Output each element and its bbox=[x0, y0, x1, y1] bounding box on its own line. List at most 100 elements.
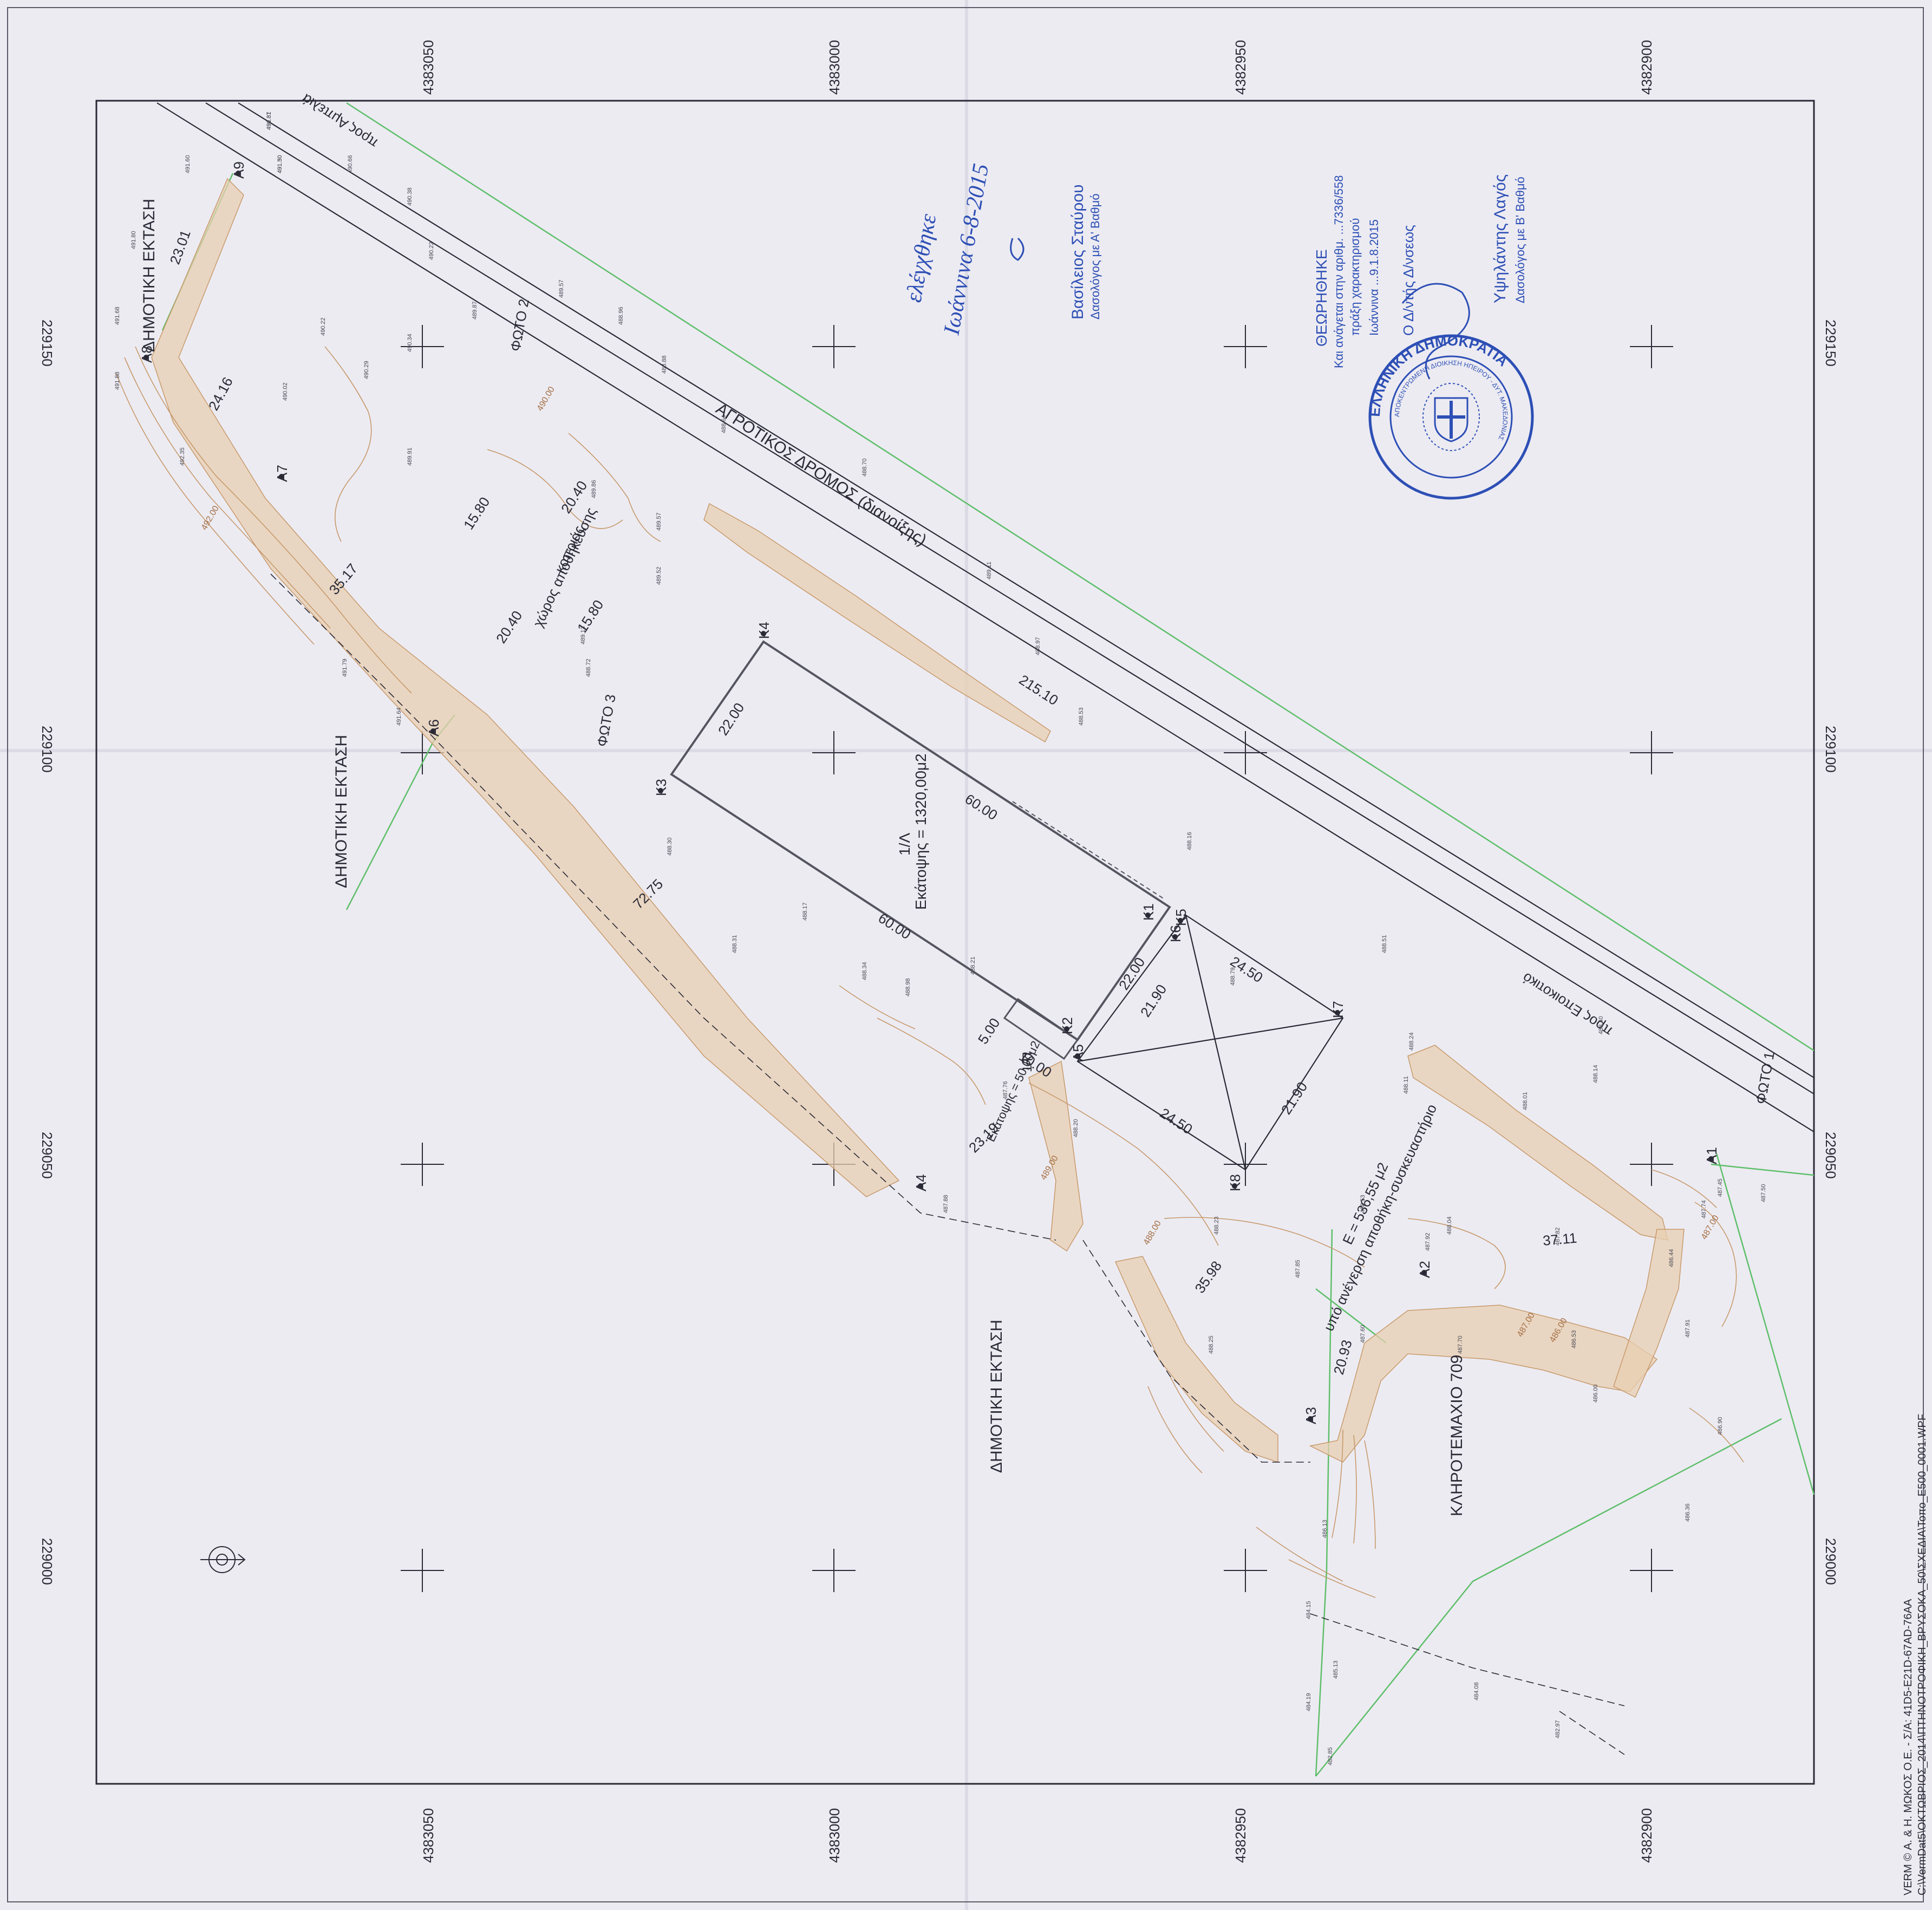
elevation-46: 482.97 bbox=[1555, 1720, 1561, 1738]
grid-cross-0-0 bbox=[401, 325, 444, 368]
grid-cross-1-1 bbox=[812, 731, 856, 774]
main-building-label-1: 1/Λ bbox=[896, 833, 913, 856]
main-building-label-2: Εκάτοψης = 1320,00μ2 bbox=[912, 753, 929, 910]
coord-right-3: 229050 bbox=[1823, 1132, 1839, 1179]
elevation-42: 486.90 bbox=[1717, 1417, 1724, 1435]
elevation-58: 488.51 bbox=[1381, 935, 1388, 953]
elevation-64: 488.70 bbox=[861, 458, 868, 477]
point-marker-A1 bbox=[1708, 1156, 1714, 1162]
manure-label-2: κοπριάς bbox=[551, 523, 587, 576]
point-label-K7: K7 bbox=[1330, 1001, 1346, 1018]
elevation-69: 489.87 bbox=[472, 301, 478, 320]
elevation-57: 488.40 bbox=[1598, 1016, 1604, 1034]
coat-of-arms-icon bbox=[1422, 383, 1480, 451]
coord-top-4: 4382900 bbox=[1639, 40, 1655, 95]
elevation-53: 488.11 bbox=[1403, 1076, 1409, 1094]
elevation-24: 488.21 bbox=[970, 956, 976, 975]
coord-bottom-3: 4382950 bbox=[1232, 1808, 1249, 1863]
dimension-1: 24.16 bbox=[205, 374, 236, 413]
elevation-0: 491.37 bbox=[266, 112, 272, 130]
grid-cross-3-0 bbox=[1630, 325, 1673, 368]
point-label-K5: K5 bbox=[1173, 909, 1189, 926]
dimension-16: 21.90 bbox=[1278, 1079, 1311, 1117]
stamp-ring-outer bbox=[1368, 334, 1534, 500]
fold-line-vertical bbox=[965, 0, 968, 1910]
point-marker-A4 bbox=[918, 1183, 923, 1189]
coord-top-1: 4383050 bbox=[420, 40, 436, 95]
dimension-20: 20.40 bbox=[493, 608, 526, 646]
elevation-27: 488.20 bbox=[1073, 1119, 1079, 1137]
elevation-70: 490.22 bbox=[428, 242, 435, 260]
slope-bands bbox=[151, 178, 1685, 1463]
elevation-30: 487.85 bbox=[1295, 1260, 1301, 1278]
elevation-10: 490.29 bbox=[363, 361, 370, 379]
signature-mark bbox=[1010, 237, 1024, 261]
shed-outline bbox=[1076, 914, 1344, 1171]
stamp-text-1: Και ανάγεται στην αριθμ. ...7336/558 bbox=[1332, 175, 1346, 368]
point-label-A4: A4 bbox=[913, 1174, 929, 1191]
municipal-area-3: ΔΗΜΟΤΙΚΗ ΕΚΤΑΣΗ bbox=[988, 1320, 1006, 1473]
elevation-52: 487.92 bbox=[1425, 1233, 1431, 1251]
footer-line-1: VERM © Α. & Η. ΜΩΚΟΣ Ο.Ε. - Σ/Α: 41D5-E2… bbox=[1902, 1599, 1914, 1895]
right-axis-labels: 229150 229100 229050 229000 bbox=[1823, 320, 1839, 1585]
dimension-5: 35.98 bbox=[1191, 1258, 1225, 1296]
point-label-A3: A3 bbox=[1303, 1407, 1319, 1424]
elevation-71: 490.38 bbox=[407, 187, 413, 206]
elevation-6: 492.35 bbox=[179, 447, 186, 466]
signature-block: ελέγχθηκε Ιωάννινα 6-8-2015 Βασίλειος Στ… bbox=[902, 162, 1102, 337]
point-label-A5: A5 bbox=[1070, 1044, 1086, 1061]
lot-label: ΚΛΗΡΟΤΕΜΑΧΙΟ 709 bbox=[1448, 1355, 1466, 1516]
point-marker-A6 bbox=[430, 728, 436, 734]
dimension-21: 5.00 bbox=[975, 1015, 1003, 1047]
point-label-K8: K8 bbox=[1227, 1174, 1243, 1191]
point-label-A7: A7 bbox=[274, 465, 290, 482]
point-label-K1: K1 bbox=[1140, 903, 1157, 921]
point-marker-A8 bbox=[143, 355, 149, 360]
dimension-17: 15.80 bbox=[460, 494, 493, 532]
elevation-15: 489.57 bbox=[656, 512, 662, 531]
coord-right-2: 229100 bbox=[1823, 726, 1839, 773]
contour-lines bbox=[116, 346, 1744, 1598]
coord-bottom-1: 4383050 bbox=[420, 1808, 436, 1863]
elevation-66: 488.88 bbox=[661, 355, 668, 374]
elevation-38: 487.91 bbox=[1685, 1319, 1691, 1338]
elevation-56: 488.14 bbox=[1592, 1065, 1599, 1083]
point-label-A8: A8 bbox=[139, 346, 155, 363]
elevation-2: 491.60 bbox=[185, 155, 191, 173]
elevation-73: 490.81 bbox=[266, 112, 272, 130]
grid-cross-3-2 bbox=[1630, 1143, 1673, 1186]
stamp-signature-mark bbox=[1401, 283, 1470, 380]
dimension-18: 15.80 bbox=[574, 597, 607, 635]
elevation-29: 488.25 bbox=[1208, 1335, 1215, 1354]
photo-3-label: ΦΩΤΟ 3 bbox=[593, 693, 618, 748]
elevation-22: 488.34 bbox=[861, 962, 868, 980]
elevation-8: 491.64 bbox=[396, 707, 402, 726]
municipal-area-1: ΔΗΜΟΤΙΚΗ ΕΚΤΑΣΗ bbox=[140, 199, 158, 352]
elevation-65: 488.64 bbox=[721, 415, 727, 433]
elevation-49: 485.13 bbox=[1333, 1660, 1339, 1679]
coord-left-1: 229150 bbox=[39, 320, 55, 367]
point-marker-K7 bbox=[1335, 1010, 1340, 1015]
elevation-40: 487.45 bbox=[1717, 1178, 1724, 1197]
elevation-16: 489.52 bbox=[656, 566, 662, 585]
dimension-10: 60.00 bbox=[962, 791, 1001, 824]
point-marker-A2 bbox=[1421, 1270, 1427, 1275]
coord-right-1: 229150 bbox=[1823, 320, 1839, 367]
elevation-5: 491.88 bbox=[114, 371, 121, 390]
official-stamp: ΘΕΩΡΗΘΗΚΕ Και ανάγεται στην αριθμ. ...73… bbox=[1313, 174, 1534, 500]
grid-cross-0-3 bbox=[401, 1549, 444, 1592]
main-building bbox=[670, 640, 1171, 1041]
elevation-74: 491.50 bbox=[277, 155, 283, 173]
dimension-15: 24.50 bbox=[1157, 1105, 1196, 1138]
elevation-55: 488.01 bbox=[1522, 1092, 1529, 1110]
elevation-12: 490.02 bbox=[282, 382, 289, 401]
elevation-21: 488.31 bbox=[732, 935, 738, 953]
elevation-41: 487.50 bbox=[1760, 1184, 1767, 1202]
coord-top-2: 4383000 bbox=[826, 40, 843, 95]
elevation-9: 490.22 bbox=[320, 317, 327, 336]
left-axis-labels: 229150 229100 229050 229000 bbox=[39, 320, 55, 1585]
elevation-62: 488.97 bbox=[1035, 637, 1041, 655]
green-boundaries bbox=[161, 102, 1815, 1777]
